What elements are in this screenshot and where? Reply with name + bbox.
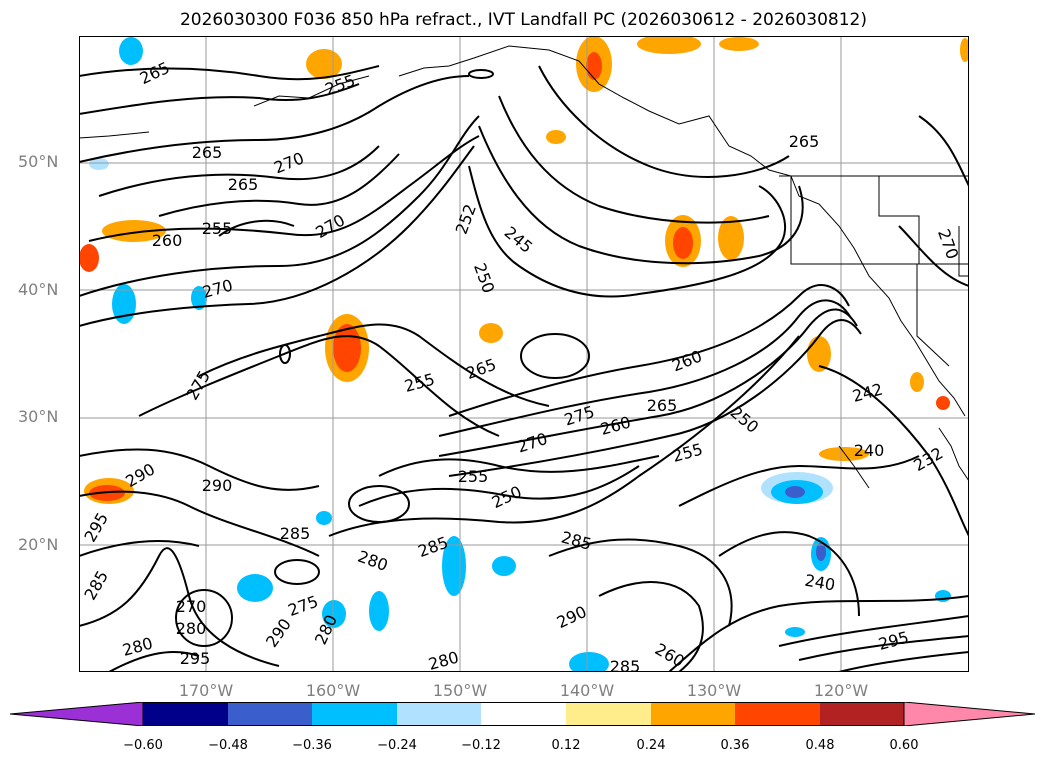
contour-label: 280 <box>176 619 207 638</box>
colorbar-tick: 0.48 <box>805 738 835 753</box>
shade-region <box>369 591 389 631</box>
shade-region <box>586 52 602 80</box>
colorbar-tick: −0.12 <box>461 738 501 753</box>
colorbar-segment <box>397 702 481 726</box>
colorbar-tick: 0.24 <box>636 738 666 753</box>
shade-region <box>719 37 759 51</box>
colorbar-segment <box>228 702 312 726</box>
shade-region <box>119 37 143 65</box>
shade-region <box>960 38 969 62</box>
colorbar-tick: −0.36 <box>292 738 332 753</box>
shade-region <box>718 216 744 260</box>
contour-label: 240 <box>854 441 885 460</box>
shade-region <box>785 486 805 498</box>
contour-label: 260 <box>152 231 183 250</box>
colorbar <box>9 701 1036 727</box>
lat-label-20n: 20°N <box>18 535 59 554</box>
shade-region <box>79 244 99 272</box>
shade-region <box>479 323 503 343</box>
colorbar-tick: −0.48 <box>208 738 248 753</box>
map-frame: 265 265 255 270 265 270 265 255 260 252 … <box>79 36 969 672</box>
shade-region <box>785 627 805 637</box>
lon-label-170w: 170°W <box>178 681 234 700</box>
shade-region <box>191 286 207 310</box>
contour-label: 295 <box>180 649 211 668</box>
lat-label-40n: 40°N <box>18 280 59 299</box>
colorbar-extend-low <box>9 701 144 727</box>
shade-region <box>322 600 346 628</box>
shade-region <box>102 220 166 242</box>
shade-region <box>569 652 609 672</box>
contour-label: 255 <box>458 467 489 486</box>
map-title: 2026030300 F036 850 hPa refract., IVT La… <box>179 10 867 30</box>
colorbar-tick: −0.60 <box>123 738 163 753</box>
colorbar-segment <box>312 702 397 726</box>
contour-label: 265 <box>647 396 678 415</box>
contour-label: 270 <box>176 597 207 616</box>
shade-region <box>492 556 516 576</box>
lon-label-160w: 160°W <box>305 681 361 700</box>
colorbar-extend-high <box>903 701 1036 727</box>
lon-label-140w: 140°W <box>559 681 615 700</box>
refractivity-contours <box>79 65 969 672</box>
colorbar-segment <box>481 702 566 726</box>
colorbar-segment <box>566 702 651 726</box>
shade-region <box>673 227 693 259</box>
contour-label: 285 <box>280 524 311 543</box>
shade-region <box>936 396 950 410</box>
contour-label: 255 <box>202 219 233 238</box>
shade-region <box>819 447 869 461</box>
shade-region <box>237 574 273 602</box>
shade-region <box>637 36 701 54</box>
contour-label: 290 <box>202 476 233 495</box>
lon-label-130w: 130°W <box>686 681 742 700</box>
lat-label-50n: 50°N <box>18 152 59 171</box>
contour-label: 265 <box>192 143 223 162</box>
shade-region <box>910 372 924 392</box>
shade-region <box>316 511 332 525</box>
lon-label-120w: 120°W <box>813 681 869 700</box>
colorbar-segment <box>735 702 820 726</box>
colorbar-segment <box>651 702 735 726</box>
contour-label: 265 <box>789 132 820 151</box>
contour-label: 265 <box>228 175 259 194</box>
colorbar-tick: −0.24 <box>377 738 417 753</box>
lon-label-150w: 150°W <box>432 681 488 700</box>
shade-region <box>306 49 342 79</box>
colorbar-tick: 0.36 <box>720 738 750 753</box>
shade-region <box>546 130 566 144</box>
lat-label-30n: 30°N <box>18 407 59 426</box>
shade-region <box>89 158 109 170</box>
map-plot: 265 265 255 270 265 270 265 255 260 252 … <box>79 36 969 672</box>
colorbar-segment <box>143 702 228 726</box>
colorbar-tick: 0.12 <box>551 738 581 753</box>
shade-region <box>816 543 826 561</box>
colorbar-tick: 0.60 <box>889 738 919 753</box>
colorbar-segment <box>820 702 904 726</box>
contour-label: 285 <box>610 657 641 672</box>
